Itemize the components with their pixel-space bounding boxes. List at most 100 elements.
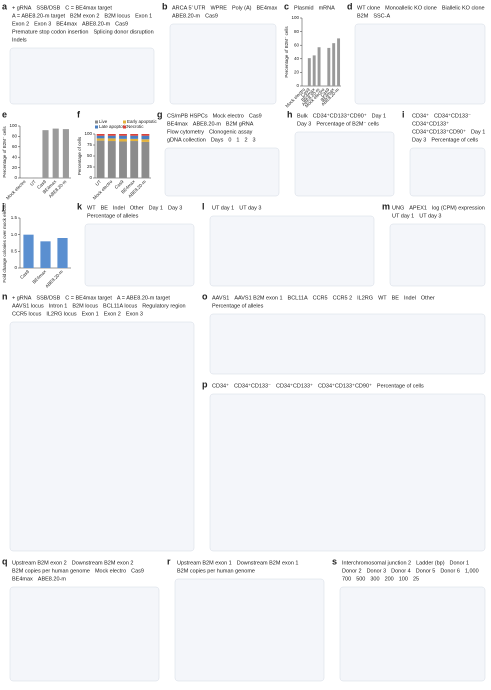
x-tick-label: UT bbox=[29, 179, 37, 187]
panel-label: Donor 5 bbox=[416, 568, 436, 574]
y-tick-label: 50 bbox=[87, 153, 93, 158]
bar bbox=[23, 234, 34, 268]
y-tick-label: 0 bbox=[296, 83, 299, 88]
panel-label: Clonogenic assay bbox=[209, 129, 253, 135]
panel-label: UT day 1 bbox=[392, 213, 414, 219]
bar-segment bbox=[141, 141, 150, 178]
panel-label: Indels bbox=[12, 37, 27, 43]
panel-graphic bbox=[409, 147, 486, 197]
panel-label: 300 bbox=[370, 576, 379, 582]
panel-label: ABE8.20-m bbox=[38, 576, 67, 582]
panel-letter: s bbox=[332, 556, 337, 566]
bar-segment bbox=[96, 134, 105, 136]
panel-label: 700 bbox=[342, 576, 351, 582]
panel-graphic bbox=[9, 321, 195, 552]
panel-label: 200 bbox=[385, 576, 394, 582]
panel-graphic bbox=[169, 23, 277, 105]
bar-segment bbox=[119, 141, 127, 178]
y-tick-label: 1.0 bbox=[11, 232, 18, 237]
x-tick-label: UT bbox=[94, 179, 102, 187]
panel-label: UT day 1 bbox=[212, 205, 234, 211]
y-tick-label: 100 bbox=[9, 123, 17, 128]
panel-label: WT bbox=[378, 295, 387, 301]
panel-label: CD34⁺CD133⁺ bbox=[276, 382, 313, 389]
panel-graphic bbox=[294, 131, 395, 197]
bar-segment bbox=[119, 134, 127, 136]
panel-label: SSC-A bbox=[373, 13, 390, 19]
y-tick-label: 75 bbox=[87, 142, 93, 147]
panel-label: CD34⁺ bbox=[412, 112, 429, 119]
panel-label: CD34⁺CD133⁺ bbox=[412, 120, 449, 127]
panel-label: ARCA 5' UTR bbox=[172, 5, 205, 11]
panel-label: Exon 1 bbox=[135, 13, 152, 19]
panel-label: Flow cytometry bbox=[167, 129, 204, 135]
bar-segment bbox=[141, 139, 150, 142]
panel-label: BE bbox=[101, 205, 109, 211]
x-tick-label: Cas9 bbox=[114, 179, 125, 190]
panel-graphic bbox=[389, 223, 486, 287]
panel-letter: c bbox=[284, 1, 289, 11]
panel-label: Mock electro bbox=[213, 113, 244, 119]
panel-label: B2M copies per human genome bbox=[12, 568, 90, 574]
panel-label: BE4max bbox=[257, 5, 278, 11]
bar-segment bbox=[107, 134, 116, 136]
bar bbox=[317, 47, 321, 86]
bar bbox=[57, 238, 68, 268]
panel-label: Splicing donor disruption bbox=[93, 29, 153, 35]
bar bbox=[42, 130, 49, 178]
panel-label: C = BE4max target bbox=[65, 5, 112, 11]
bar-segment bbox=[107, 141, 116, 178]
panel-label: Cas9 bbox=[115, 21, 128, 27]
bar bbox=[22, 177, 29, 178]
y-axis-label: Fold change colonies over mock electro bbox=[2, 203, 7, 283]
panel-graphic bbox=[209, 393, 486, 552]
y-tick-label: 80 bbox=[294, 29, 300, 34]
panel-label: SSB/DSB bbox=[36, 295, 60, 301]
panel-label: AAVS1 bbox=[212, 295, 229, 301]
panel-label: Exon 1 bbox=[82, 311, 99, 317]
panel-label: AAVS1 B2M exon 1 bbox=[234, 295, 282, 301]
x-tick-label: BE4max bbox=[31, 268, 47, 284]
bar-segment bbox=[130, 141, 139, 178]
y-tick-label: 1.5 bbox=[11, 215, 18, 220]
panel-label: Upstream B2M exon 1 bbox=[177, 560, 232, 566]
bar bbox=[312, 55, 316, 86]
panel-graphic bbox=[209, 215, 375, 287]
y-tick-label: 0 bbox=[89, 175, 92, 180]
panel-label: 100 bbox=[399, 576, 408, 582]
y-tick-label: 20 bbox=[294, 70, 300, 75]
panel-letter: b bbox=[162, 1, 168, 11]
panel-label: ABE8.20-m bbox=[193, 121, 222, 127]
panel-label: Exon 2 bbox=[12, 21, 29, 27]
panel-label: Donor 4 bbox=[391, 568, 411, 574]
panel-graphic bbox=[9, 47, 155, 105]
panel-label: ABE8.20-m bbox=[82, 21, 111, 27]
panel-label: gDNA collection bbox=[167, 137, 206, 143]
panel-graphic bbox=[174, 578, 325, 682]
legend-swatch bbox=[123, 120, 126, 124]
panel-letter: k bbox=[77, 201, 83, 211]
panel-label: log (CPM) expression bbox=[432, 205, 485, 211]
panel-label: B2M bbox=[357, 13, 369, 19]
panel-letter: d bbox=[347, 1, 353, 11]
panel-label: Mock electro bbox=[95, 568, 126, 574]
panel-label: BE4max bbox=[56, 21, 77, 27]
panel-label: A = ABE8.20-m target bbox=[117, 295, 171, 301]
panel-label: Exon 3 bbox=[34, 21, 51, 27]
legend-swatch bbox=[123, 125, 126, 129]
panel-label: SSB/DSB bbox=[36, 5, 60, 11]
x-tick-label: Cas9 bbox=[300, 87, 311, 98]
panel-label: Exon 3 bbox=[126, 311, 143, 317]
panel-label: BCL11A locus bbox=[103, 303, 137, 309]
bar-segment bbox=[130, 134, 139, 136]
bar-segment bbox=[141, 135, 150, 140]
panel-label: A = ABE8.20-m target bbox=[12, 13, 66, 19]
panel-graphic bbox=[84, 223, 195, 287]
bar-segment bbox=[107, 135, 116, 139]
panel-label: CD34⁺CD133⁺CD90⁺ bbox=[313, 112, 367, 119]
panel-label: AAVS1 locus bbox=[12, 303, 44, 309]
bar-segment bbox=[119, 135, 127, 139]
panel-label: BE bbox=[392, 295, 400, 301]
panel-label: Other bbox=[130, 205, 144, 211]
legend-label: Early apoptotic bbox=[127, 119, 158, 124]
